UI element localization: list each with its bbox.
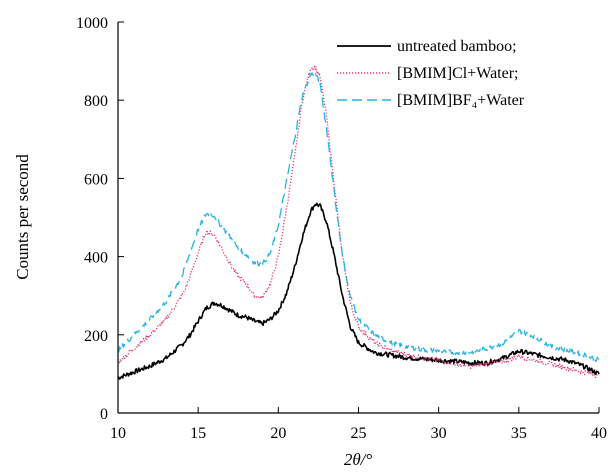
y-tick-label: 200: [84, 328, 108, 345]
series-line-2: [117, 65, 600, 378]
ticks: 0 200 400 600 800 1000 10 15 20 25 30 35 40: [76, 15, 607, 442]
legend-label-1: untreated bamboo;: [397, 38, 517, 55]
x-tick-label: 10: [110, 425, 126, 442]
x-tick-label: 25: [351, 425, 367, 442]
y-tick-label: 1000: [76, 15, 108, 32]
x-tick-label: 20: [270, 425, 286, 442]
x-tick-label: 15: [190, 425, 206, 442]
x-axis-title: 2θ/°: [344, 450, 373, 469]
x-tick-label: 35: [511, 425, 527, 442]
y-tick-label: 400: [84, 250, 108, 267]
y-tick-label: 800: [84, 93, 108, 110]
legend-label-2: [BMIM]Cl+Water;: [397, 65, 519, 82]
x-tick-label: 30: [431, 425, 447, 442]
x-tick-label: 40: [591, 425, 607, 442]
y-tick-label: 0: [100, 406, 108, 423]
series-layer: [117, 65, 600, 380]
series-line-1: [117, 202, 600, 380]
y-tick-label: 600: [84, 171, 108, 188]
y-axis-title: Counts per second: [13, 154, 32, 280]
legend: untreated bamboo; [BMIM]Cl+Water; [BMIM]BF…: [337, 38, 525, 109]
series-line-3: [117, 71, 600, 362]
legend-label-3: [BMIM]BF₄+Water: [397, 92, 525, 109]
